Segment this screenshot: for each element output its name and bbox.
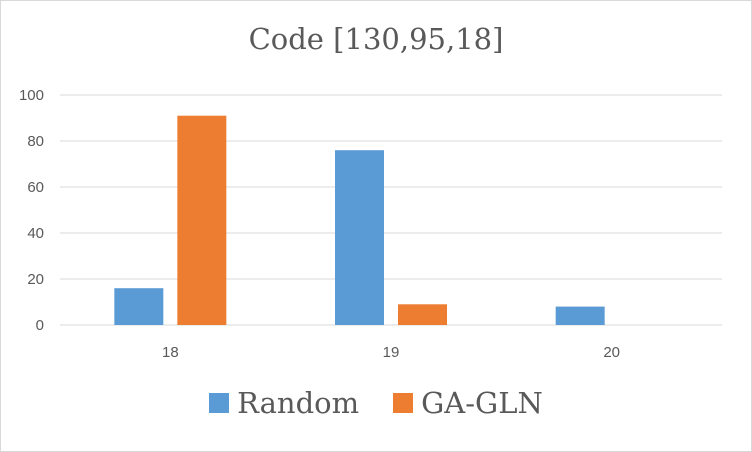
bar-random-18 [114,288,164,325]
bars [114,115,605,325]
x-axis-tick-labels: 18 19 20 [162,344,620,361]
y-axis-tick-labels: 0 20 40 60 80 100 [19,87,44,334]
y-tick-label: 100 [19,87,44,104]
bar-ga-gln-19 [398,304,447,325]
x-tick-label: 18 [162,344,179,361]
gridlines [60,94,722,326]
legend-label-random: Random [237,386,360,420]
chart-title: Code [130,95,18] [248,22,504,56]
x-tick-label: 20 [603,344,620,361]
legend-item-ga-gln: GA-GLN [393,386,543,420]
bar-random-20 [555,306,605,325]
bar-ga-gln-18 [177,115,227,325]
y-tick-label: 40 [27,225,44,242]
legend: Random GA-GLN [0,386,752,420]
legend-swatch-random [209,393,230,413]
y-tick-label: 0 [36,317,44,334]
legend-label-ga-gln: GA-GLN [421,386,543,420]
legend-swatch-ga-gln [393,393,414,413]
y-tick-label: 20 [27,271,44,288]
y-tick-label: 60 [27,179,44,196]
legend-item-random: Random [209,386,359,420]
bar-random-19 [335,150,384,325]
y-tick-label: 80 [27,133,44,150]
x-tick-label: 19 [383,344,400,361]
